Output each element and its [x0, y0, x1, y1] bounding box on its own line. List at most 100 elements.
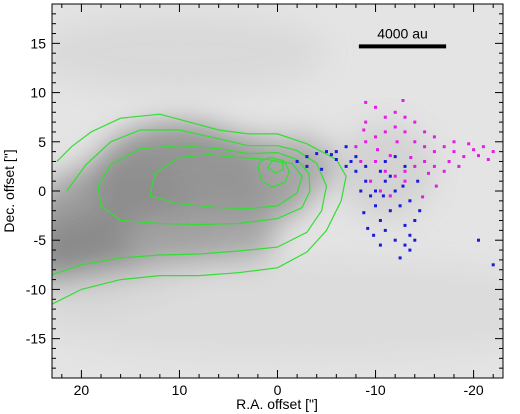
data-point-series-1: [364, 179, 368, 183]
data-point-series-2: [383, 130, 387, 134]
data-point-series-1: [398, 204, 402, 208]
data-point-series-2: [383, 115, 387, 119]
data-point-series-2: [374, 105, 377, 109]
emission-blob: [257, 136, 337, 196]
data-point-series-2: [477, 154, 480, 158]
data-point-series-2: [413, 140, 417, 144]
data-point-series-1: [320, 167, 324, 171]
data-point-series-1: [383, 160, 387, 163]
data-point-series-2: [423, 130, 427, 134]
x-axis: 20 10 0 -10 -20: [61, 4, 494, 398]
x-tick-label: 0: [274, 382, 282, 398]
data-point-series-2: [388, 194, 392, 198]
data-point-series-1: [403, 243, 407, 247]
data-point-series-2: [393, 125, 397, 129]
data-point-series-2: [481, 145, 485, 149]
contour-level-4: [149, 153, 303, 210]
data-point-series-2: [376, 148, 379, 152]
data-point-series-2: [364, 140, 368, 144]
data-point-series-1: [369, 194, 373, 198]
contour-level-2: [52, 129, 328, 276]
data-point-series-2: [403, 179, 407, 183]
contour-level-5: [257, 156, 290, 188]
data-point-series-1: [334, 158, 338, 161]
data-point-series-2: [421, 195, 425, 199]
data-point-series-1: [393, 238, 397, 242]
x-tick-label: -20: [463, 382, 483, 398]
data-point-series-1: [401, 184, 405, 188]
data-point-series-1: [403, 164, 407, 168]
data-point-series-2: [432, 135, 436, 139]
data-point-series-2: [393, 174, 397, 178]
data-point-series-1: [329, 153, 333, 157]
data-point-series-1: [359, 189, 363, 193]
data-point-series-2: [369, 179, 373, 183]
plot-area: [51, 3, 504, 379]
data-point-series-2: [359, 160, 363, 163]
data-point-series-1: [315, 152, 319, 156]
data-point-series-2: [427, 171, 430, 175]
data-point-series-2: [432, 150, 436, 154]
data-point-series-1: [362, 211, 366, 215]
contour-level-1: [52, 113, 347, 305]
data-point-series-2: [403, 169, 407, 173]
data-point-series-1: [388, 174, 392, 178]
data-point-series-2: [378, 189, 382, 193]
data-point-series-2: [467, 142, 471, 146]
emission-blob: [52, 259, 503, 359]
data-point-series-1: [408, 248, 412, 252]
data-point-series-1: [398, 256, 402, 260]
data-point-series-2: [364, 100, 368, 104]
data-point-series-2: [462, 155, 466, 159]
data-point-series-1: [378, 219, 382, 222]
y-tick-label: -5: [34, 232, 47, 248]
y-tick-label: -15: [26, 331, 46, 347]
x-axis-title: R.A. offset ["]: [236, 396, 318, 412]
y-axis: 15 10 5 0 -5 -10 -15: [26, 13, 503, 369]
data-point-series-1: [383, 228, 387, 232]
data-point-series-2: [388, 154, 392, 158]
x-tick-label: 20: [74, 382, 90, 398]
data-point-series-1: [491, 263, 495, 267]
y-tick-label: 5: [38, 134, 46, 150]
data-point-series-1: [403, 223, 407, 227]
x-tick-label: -10: [365, 382, 385, 398]
data-point-series-2: [374, 160, 377, 163]
data-point-series-2: [457, 164, 461, 168]
scale-bar-label: 4000 au: [377, 25, 428, 41]
data-point-series-1: [393, 189, 397, 193]
data-point-series-1: [416, 179, 420, 183]
data-point-series-1: [325, 150, 328, 154]
data-point-series-1: [374, 189, 377, 193]
data-point-series-1: [393, 155, 397, 159]
data-point-series-2: [434, 184, 438, 188]
data-point-series-2: [403, 130, 407, 134]
data-point-series-1: [388, 209, 392, 213]
data-point-series-2: [354, 145, 358, 149]
contour-layer: [52, 113, 347, 305]
data-point-series-1: [418, 209, 422, 213]
data-point-series-2: [364, 120, 368, 124]
y-axis-title: Dec. offset ["]: [1, 149, 17, 232]
data-point-series-2: [413, 164, 417, 168]
data-point-series-1: [381, 194, 385, 198]
data-point-series-1: [374, 204, 377, 208]
data-point-series-1: [408, 199, 412, 203]
data-point-series-1: [477, 238, 480, 242]
data-point-series-2: [403, 115, 407, 119]
data-point-series-1: [408, 233, 412, 237]
data-point-series-2: [423, 160, 427, 163]
y-tick-label: 0: [38, 183, 46, 199]
data-point-series-1: [349, 160, 353, 163]
data-point-series-1: [383, 179, 387, 183]
data-point-series-1: [378, 243, 382, 247]
data-point-series-2: [432, 164, 436, 168]
y-tick-label: -10: [26, 281, 46, 297]
data-point-series-1: [354, 169, 358, 173]
data-point-series-2: [486, 158, 490, 161]
data-point-series-1: [305, 155, 309, 159]
data-point-series-2: [491, 150, 495, 154]
data-point-series-1: [364, 164, 368, 168]
data-point-series-2: [393, 110, 397, 114]
y-tick-label: 10: [30, 85, 46, 101]
